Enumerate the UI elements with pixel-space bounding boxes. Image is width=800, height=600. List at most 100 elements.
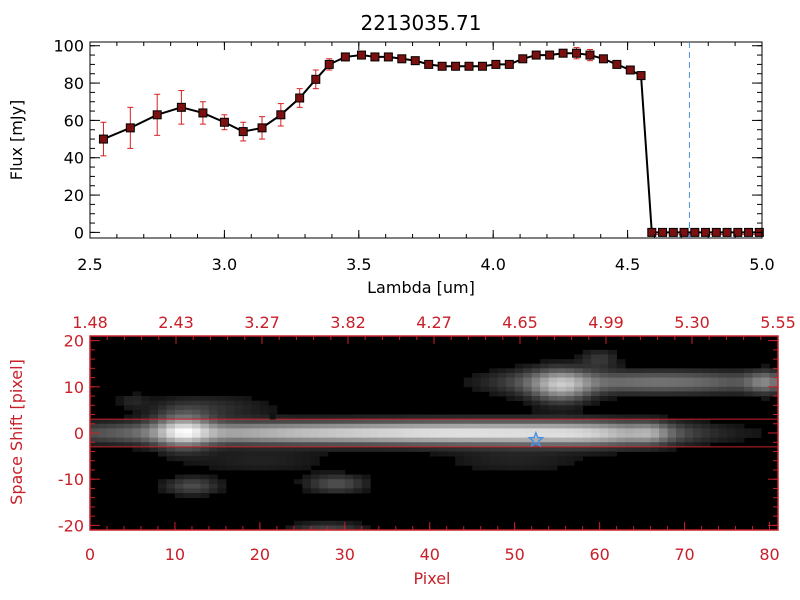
heatmap-cell bbox=[208, 423, 218, 429]
heatmap-cell bbox=[455, 456, 465, 462]
heatmap-cell bbox=[302, 446, 312, 452]
heatmap-cell bbox=[353, 479, 363, 485]
heatmap-cell bbox=[582, 400, 592, 406]
heatmap-cell bbox=[98, 437, 108, 443]
spectrum-y-ticks: 0 20 40 60 80 100 bbox=[53, 37, 762, 242]
heatmap-cell bbox=[412, 437, 422, 443]
heatmap-cell bbox=[676, 391, 685, 397]
heatmap-cell bbox=[761, 368, 770, 374]
heatmap-cell bbox=[650, 386, 660, 392]
heatmap-cell bbox=[174, 493, 184, 499]
heatmap-cell bbox=[548, 396, 558, 402]
heatmap-cell bbox=[633, 377, 643, 383]
heatmap-cell bbox=[310, 525, 320, 531]
heatmap-cell bbox=[225, 405, 235, 411]
heatmap-cell bbox=[574, 368, 584, 374]
data-point bbox=[701, 227, 711, 237]
heatmap-cell bbox=[744, 377, 753, 383]
heatmap-cell bbox=[701, 423, 711, 429]
heatmap-cell bbox=[361, 419, 371, 425]
heatmap-cell bbox=[293, 525, 303, 531]
heatmap-cell bbox=[361, 433, 371, 439]
heatmap-cell bbox=[608, 437, 618, 443]
heatmap-cell bbox=[234, 451, 244, 457]
heatmap-cell bbox=[251, 465, 261, 471]
heatmap-cell bbox=[387, 423, 397, 429]
heatmap-cell bbox=[693, 382, 702, 388]
heatmap-cell bbox=[565, 400, 575, 406]
heatmap-cell bbox=[395, 433, 405, 439]
heatmap-cell bbox=[735, 423, 745, 429]
heatmap-cell bbox=[200, 428, 210, 434]
heatmap-cell bbox=[387, 442, 397, 448]
heatmap-cell bbox=[599, 359, 609, 365]
heatmap-cell bbox=[565, 414, 575, 420]
heatmap-cell bbox=[217, 483, 227, 489]
heatmap-cell bbox=[608, 442, 618, 448]
heatmap-cell bbox=[667, 423, 677, 429]
heatmap-cell bbox=[480, 419, 490, 425]
spectral-image-panel: 0 10 20 30 40 50 60 70 80 -20 -10 0 10 20 1.48 2.43 3.… bbox=[7, 313, 796, 588]
heatmap-cell bbox=[242, 451, 252, 457]
heatmap-cell bbox=[752, 368, 762, 374]
heatmap-cell bbox=[132, 419, 142, 425]
heatmap-cell bbox=[616, 442, 626, 448]
heatmap-cell bbox=[174, 414, 184, 420]
heatmap-cell bbox=[616, 428, 626, 434]
heatmap-cell bbox=[514, 460, 524, 466]
heatmap-cell bbox=[191, 446, 201, 452]
heatmap-cell bbox=[489, 451, 499, 457]
heatmap-cell bbox=[208, 414, 218, 420]
heatmap-cell bbox=[616, 377, 626, 383]
heatmap-cell bbox=[574, 396, 584, 402]
heatmap-cell bbox=[217, 456, 227, 462]
data-point bbox=[679, 227, 689, 237]
dark-marker bbox=[269, 413, 276, 420]
heatmap-cell bbox=[540, 456, 550, 462]
heatmap-cell bbox=[548, 423, 558, 429]
heatmap-cell bbox=[412, 414, 422, 420]
heatmap-cell bbox=[140, 419, 150, 425]
heatmap-cell bbox=[574, 433, 584, 439]
heatmap-cell bbox=[455, 451, 465, 457]
heatmap-cell bbox=[650, 423, 660, 429]
heatmap-cell bbox=[157, 488, 167, 494]
heatmap-cell bbox=[106, 428, 116, 434]
heatmap-cell bbox=[642, 372, 651, 378]
heatmap-cell bbox=[293, 460, 303, 466]
heatmap-cell bbox=[676, 433, 685, 439]
heatmap-cell bbox=[327, 483, 337, 489]
heatmap-cell bbox=[251, 409, 261, 415]
heatmap-cell bbox=[599, 451, 609, 457]
heatmap-cell bbox=[616, 446, 626, 452]
heatmap-cell bbox=[166, 483, 176, 489]
heatmap-cell bbox=[412, 428, 422, 434]
heatmap-cell bbox=[208, 396, 218, 402]
heatmap-cell bbox=[225, 451, 235, 457]
heatmap-cell bbox=[599, 419, 609, 425]
heatmap-cell bbox=[217, 428, 227, 434]
heatmap-cell bbox=[497, 423, 507, 429]
heatmap-cell bbox=[225, 428, 235, 434]
heatmap-cell bbox=[387, 437, 397, 443]
heatmap-cell bbox=[166, 451, 176, 457]
heatmap-cell bbox=[625, 368, 635, 374]
heatmap-cell bbox=[268, 446, 278, 452]
heatmap-cell bbox=[506, 419, 516, 425]
heatmap-cell bbox=[599, 433, 609, 439]
heatmap-cell bbox=[446, 446, 456, 452]
heatmap-cell bbox=[336, 446, 346, 452]
heatmap-cell bbox=[183, 460, 193, 466]
heatmap-cell bbox=[769, 368, 779, 374]
heatmap-cell bbox=[514, 414, 524, 420]
heatmap-cell bbox=[642, 446, 651, 452]
heatmap-cell bbox=[166, 456, 176, 462]
heatmap-cell bbox=[676, 382, 685, 388]
heatmap-cell bbox=[98, 423, 108, 429]
top-tick-label: 4.65 bbox=[502, 313, 538, 332]
data-point bbox=[238, 127, 248, 137]
heatmap-cell bbox=[174, 433, 184, 439]
heatmap-cell bbox=[387, 446, 397, 452]
heatmap-cell bbox=[557, 372, 567, 378]
heatmap-cell bbox=[540, 409, 550, 415]
